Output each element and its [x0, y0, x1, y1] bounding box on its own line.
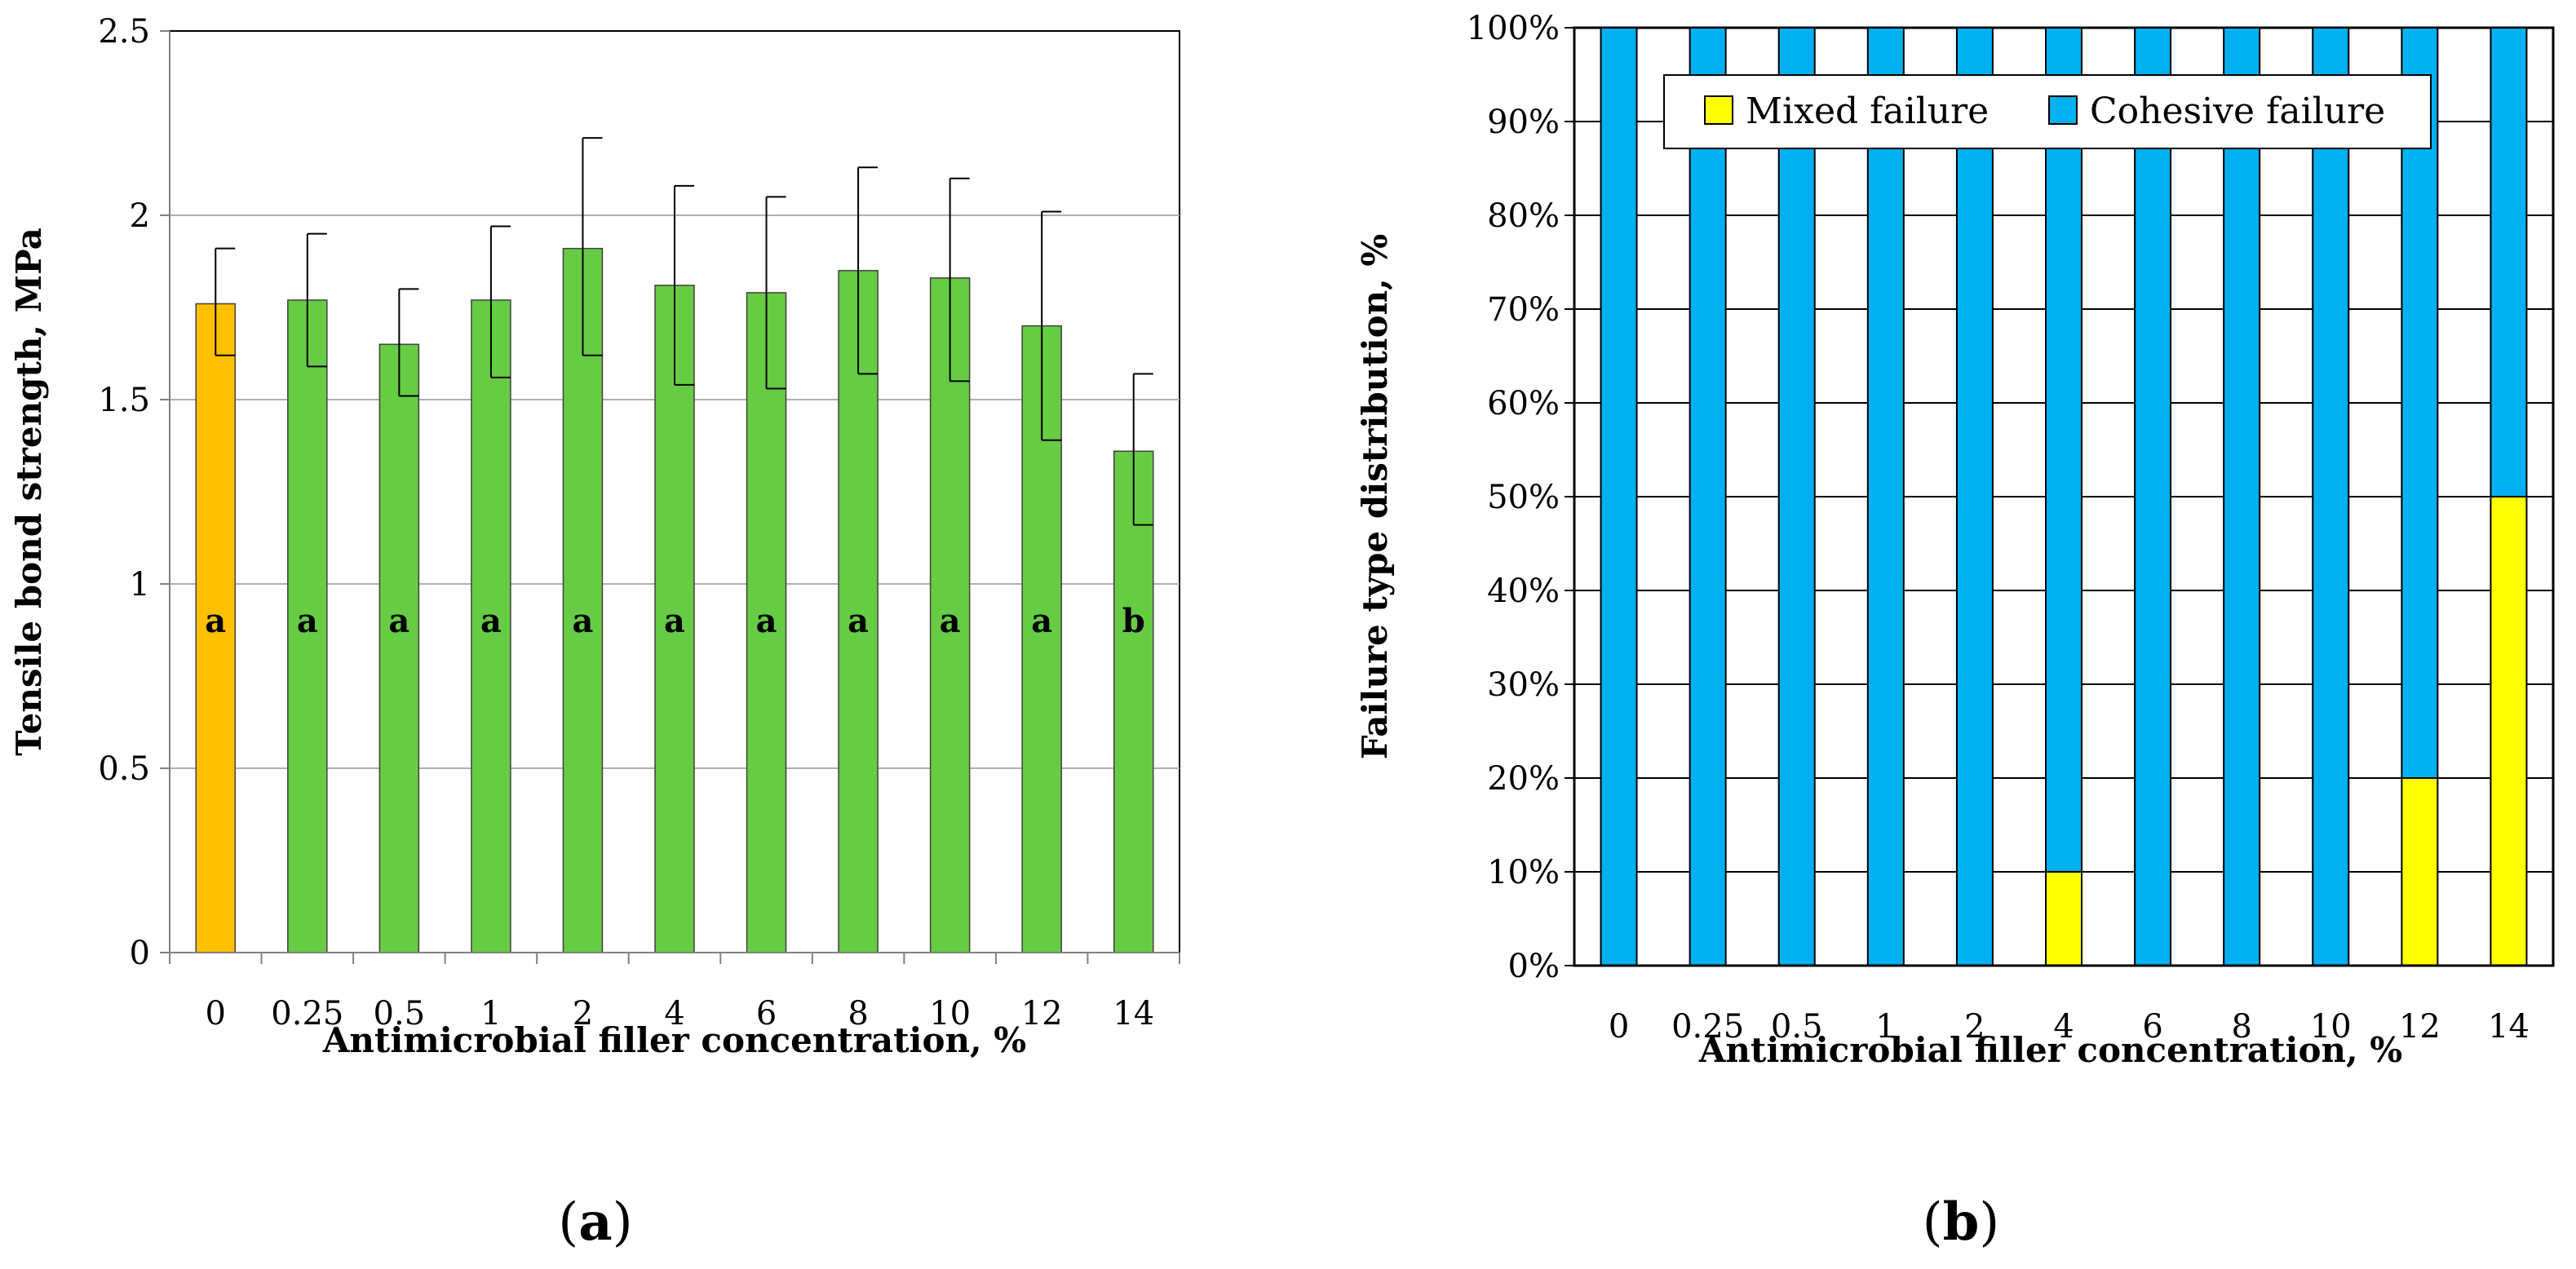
panel-b-x-ticks: 0 0.25 0.5 1 2 4 6 8 10 12 14 [1609, 1008, 2530, 1046]
panel-b-y-tick-label: 10% [1487, 854, 1560, 891]
panel-b-x-tick-label: 0 [1609, 1008, 1629, 1046]
panel-b-stacked-bars [1600, 27, 2528, 966]
panel-b-x-tick-label: 8 [2231, 1008, 2251, 1046]
panel-b-bar-cohesive-failure [1600, 27, 1638, 966]
panel-a-significance-letter: a [664, 602, 685, 640]
panel-a-x-tick-label: 10 [929, 995, 971, 1032]
panel-a-significance-letter: b [1122, 602, 1145, 640]
legend-swatch-cohesive-failure [2048, 95, 2078, 125]
panel-b-y-tick-label: 20% [1487, 760, 1560, 798]
panel-b-bar-cohesive-failure [2490, 27, 2528, 497]
panel-b-legend-box [1663, 74, 2432, 149]
panel-b-y-tick-label: 90% [1487, 104, 1560, 141]
panel-b-x-tick-label: 2 [1964, 1008, 1985, 1046]
panel-a-y-tick-label: 2 [130, 197, 150, 235]
panel-a-significance-letter: a [205, 602, 226, 640]
panel-b-y-tick-label: 70% [1487, 291, 1560, 329]
panel-a-y-tick-label: 2.5 [98, 13, 150, 51]
panel-b-y-tick-label: 0% [1508, 948, 1560, 985]
panel-b-x-tick-label: 14 [2488, 1008, 2530, 1046]
panel-b-y-ticks: 0% 10% 20% 30% 40% 50% 60% 70% 80% 90% 100% [1467, 10, 1574, 985]
panel-b-x-tick-label: 10 [2310, 1008, 2352, 1046]
panel-b-x-axis-title: Antimicrobial filler concentration, % [1698, 1030, 2402, 1070]
panel-a-y-tick-label: 1.5 [98, 382, 150, 419]
panel-b-bar-mixed-failure [2401, 777, 2439, 966]
panel-b-y-axis-title: Failure type distribution, % [1355, 234, 1395, 760]
legend-label-cohesive-failure: Cohesive failure [2090, 91, 2385, 132]
panel-b-failure-type-chart: 0% 10% 20% 30% 40% 50% 60% 70% 80% 90% 100% 0 0.25 0… [1355, 10, 2555, 1253]
panel-b-y-tick-label: 50% [1487, 479, 1560, 516]
panel-a-y-tick-label: 1 [130, 566, 150, 604]
panel-b-legend: Mixed failure Cohesive failure [1663, 74, 2432, 149]
legend-swatch-mixed-failure [1704, 95, 1733, 125]
panel-a-bar [654, 285, 695, 953]
panel-b-x-tick-label: 6 [2142, 1008, 2162, 1046]
panel-a-significance-letter: a [940, 602, 961, 640]
panel-a-x-tick-label: 0 [206, 995, 226, 1032]
panel-b-x-tick-label: 4 [2053, 1008, 2074, 1046]
panel-a-x-tick-label: 0.25 [271, 995, 343, 1032]
panel-a-bar [195, 303, 237, 953]
panel-b-bar-cohesive-failure [1777, 27, 1816, 966]
panel-a-bar [1113, 450, 1154, 953]
panel-b-x-tick-label: 0.5 [1771, 1008, 1823, 1046]
panel-a-significance-letter: a [388, 602, 409, 640]
panel-a-y-tick-label: 0.5 [98, 750, 150, 788]
panel-b-x-tick-label: 1 [1875, 1008, 1896, 1046]
panel-a-significance-letter: a [572, 602, 593, 640]
panel-b-bar-cohesive-failure [2223, 27, 2261, 966]
panel-b-y-tick-label: 100% [1467, 10, 1560, 47]
panel-a-significance-letter: a [480, 602, 502, 640]
panel-b-label: (b) [1923, 1192, 2000, 1253]
panel-a-x-tick-label: 2 [573, 995, 593, 1032]
panel-a-significance-letter: a [848, 602, 869, 640]
panel-a-significance-letter: a [297, 602, 318, 640]
panel-a-x-ticks: 0 0.25 0.5 1 2 4 6 8 10 12 14 [169, 953, 1180, 1032]
panel-b-y-tick-label: 40% [1487, 573, 1560, 610]
legend-label-mixed-failure: Mixed failure [1746, 91, 1989, 132]
panel-a-x-axis-title: Antimicrobial filler concentration, % [322, 1020, 1026, 1060]
panel-b-y-tick-label: 60% [1487, 385, 1560, 422]
panel-b-bar-mixed-failure [2045, 871, 2082, 966]
panel-a-bar [838, 270, 879, 953]
panel-a-y-ticks: 0 0.5 1 1.5 2 2.5 [98, 13, 170, 972]
panel-a-bar [471, 299, 511, 953]
panel-b-bar-cohesive-failure [2045, 27, 2082, 873]
panel-a-y-tick-label: 0 [130, 935, 150, 972]
panel-b-bar-cohesive-failure [1955, 27, 1994, 966]
panel-a-significance-letter: a [756, 602, 777, 640]
panel-b-x-tick-label: 12 [2399, 1008, 2441, 1046]
panel-b-y-tick-label: 30% [1487, 666, 1560, 704]
panel-b-y-tick-label: 80% [1487, 197, 1560, 235]
panel-a-x-tick-label: 14 [1113, 995, 1154, 1032]
panel-a-x-tick-label: 4 [664, 995, 684, 1032]
panel-a-x-tick-label: 12 [1021, 995, 1063, 1032]
panel-a-error-bars [215, 137, 1153, 526]
panel-a-x-tick-label: 8 [848, 995, 868, 1032]
panel-a-x-tick-label: 1 [480, 995, 501, 1032]
panel-a-bar [929, 277, 971, 953]
panel-a-significance-letter: a [1031, 602, 1052, 640]
panel-b-bar-mixed-failure [2490, 496, 2528, 966]
panel-a-y-axis-title: Tensile bond strength, MPa [9, 228, 49, 756]
panel-b-bar-cohesive-failure [2134, 27, 2172, 966]
panel-a-label: (a) [558, 1192, 632, 1253]
panel-b-bar-cohesive-failure [2401, 27, 2439, 779]
panel-a-bar [562, 247, 604, 953]
panel-a-bar [378, 343, 420, 953]
panel-b-bar-cohesive-failure [2312, 27, 2350, 966]
panel-a-x-tick-label: 6 [756, 995, 777, 1032]
panel-b-bar-cohesive-failure [1866, 27, 1905, 966]
panel-a-x-tick-label: 0.5 [374, 995, 426, 1032]
panel-a-bar [746, 292, 787, 953]
panel-b-x-tick-label: 0.25 [1671, 1008, 1744, 1046]
panel-b-bar-cohesive-failure [1689, 27, 1727, 966]
